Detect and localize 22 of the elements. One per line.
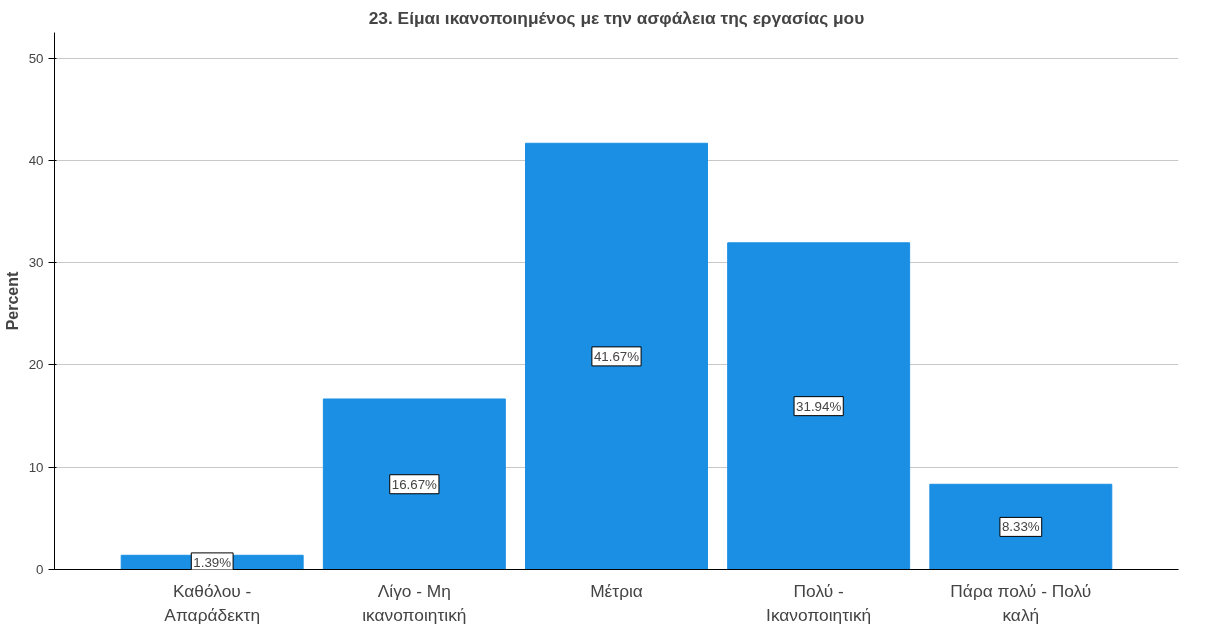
bar (322, 398, 506, 570)
data-label: 31.94% (796, 398, 842, 414)
data-label: 41.67% (593, 348, 640, 364)
bar (727, 242, 911, 570)
y-tick-label: 10 (28, 459, 44, 475)
bar (525, 142, 708, 570)
data-label: 16.67% (391, 476, 438, 492)
y-tick-label: 20 (28, 357, 44, 373)
data-label: 1.39% (193, 554, 232, 570)
x-tick-label: Λίγο - Μη ικανοποιητική (362, 580, 467, 625)
y-tick-label: 50 (28, 50, 44, 66)
y-tick-label: 30 (28, 255, 44, 271)
x-tick-label: Πάρα πολύ - Πολύ καλή (950, 580, 1092, 625)
chart-title: 23. Είμαι ικανοποιημένος με την ασφάλεια της εργασίας μου (368, 7, 865, 28)
bar (929, 483, 1113, 570)
x-tick-label: Καθόλου - Απαράδεκτη (164, 580, 261, 625)
y-axis-title: Percent (3, 270, 21, 331)
y-tick-label: 0 (36, 562, 44, 577)
x-tick-label: Πολύ - Ικανοποιητική (766, 580, 872, 625)
y-tick-label: 40 (28, 152, 44, 168)
x-tick-label: Μέτρια (590, 580, 643, 601)
data-label: 8.33% (1001, 519, 1040, 535)
